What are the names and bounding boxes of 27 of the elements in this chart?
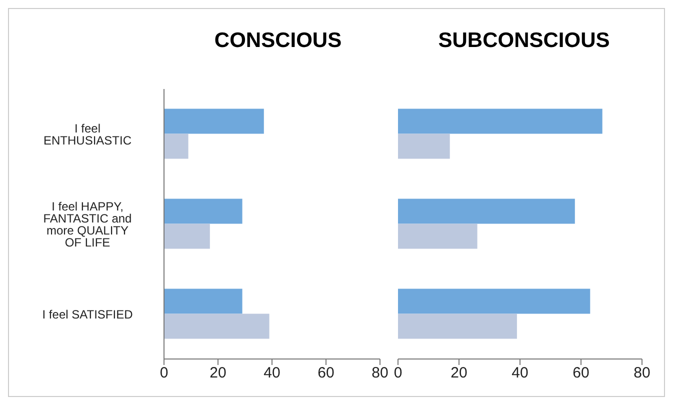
bar: [164, 134, 188, 159]
x-tick-label: 0: [394, 364, 402, 382]
x-tick-label: 80: [634, 364, 650, 382]
bar: [164, 288, 242, 314]
bar: [164, 198, 242, 224]
x-tick-label: 0: [160, 364, 168, 382]
chart-title: CONSCIOUS: [213, 29, 343, 54]
x-tick-label: 60: [318, 364, 334, 382]
chart-title: SUBCONSCIOUS: [437, 29, 611, 54]
bar: [398, 288, 590, 314]
bar: [398, 108, 602, 134]
bar: [164, 108, 264, 134]
y-tick-label: I feel SATISFIED: [42, 307, 134, 322]
x-tick-label: 20: [210, 364, 226, 382]
bar: [398, 314, 517, 339]
x-tick-label: 40: [512, 364, 528, 382]
x-tick-label: 60: [572, 364, 590, 382]
bar: [164, 224, 210, 249]
bar: [398, 198, 575, 224]
bar: [398, 134, 450, 159]
bar: [164, 314, 270, 339]
x-tick-label: 80: [372, 364, 388, 382]
bar: [398, 224, 478, 249]
x-tick-label: 40: [264, 364, 280, 382]
x-tick-label: 20: [450, 364, 468, 382]
y-tick-label: I feel ENTHUSIASTIC: [43, 121, 132, 148]
y-tick-label: I feel HAPPY, FANTASTIC and more QUALITY OF LIFE: [43, 199, 132, 250]
